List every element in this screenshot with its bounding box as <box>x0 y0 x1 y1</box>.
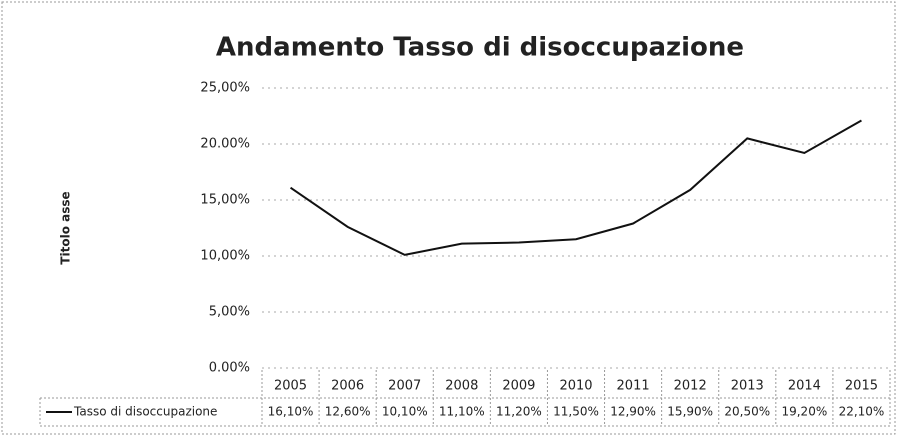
y-tick-label: 10,00% <box>200 249 250 264</box>
x-tick-label: 2007 <box>388 379 421 394</box>
x-tick-label: 2013 <box>731 379 764 394</box>
data-label: 11,10% <box>439 405 485 419</box>
y-tick-label: 0.00% <box>209 361 250 376</box>
data-label: 16,10% <box>268 405 314 419</box>
data-label: 19,20% <box>781 405 827 419</box>
x-tick-label: 2005 <box>274 379 307 394</box>
x-tick-label: 2006 <box>331 379 364 394</box>
data-label: 11,20% <box>496 405 542 419</box>
y-tick-label: 20.00% <box>200 137 250 152</box>
data-label: 22,10% <box>839 405 885 419</box>
x-tick-label: 2015 <box>845 379 878 394</box>
data-label: 12,90% <box>610 405 656 419</box>
data-label: 12,60% <box>325 405 371 419</box>
data-label: 20,50% <box>724 405 770 419</box>
x-tick-label: 2009 <box>502 379 535 394</box>
legend-label: Tasso di disoccupazione <box>73 405 217 419</box>
data-label: 11,50% <box>553 405 599 419</box>
chart-title: Andamento Tasso di disoccupazione <box>216 33 744 63</box>
line <box>289 119 862 256</box>
data-label: 15,90% <box>667 405 713 419</box>
x-tick-label: 2008 <box>445 379 478 394</box>
x-tick-label: 2014 <box>788 379 821 394</box>
y-tick-label: 25,00% <box>200 81 250 96</box>
x-tick-label: 2012 <box>674 379 707 394</box>
x-tick-label: 2011 <box>617 379 650 394</box>
y-tick-label: 15,00% <box>200 193 250 208</box>
y-axis-label: Titolo asse <box>59 191 73 264</box>
y-tick-label: 5,00% <box>209 305 250 320</box>
data-label: 10,10% <box>382 405 428 419</box>
x-tick-label: 2010 <box>559 379 592 394</box>
